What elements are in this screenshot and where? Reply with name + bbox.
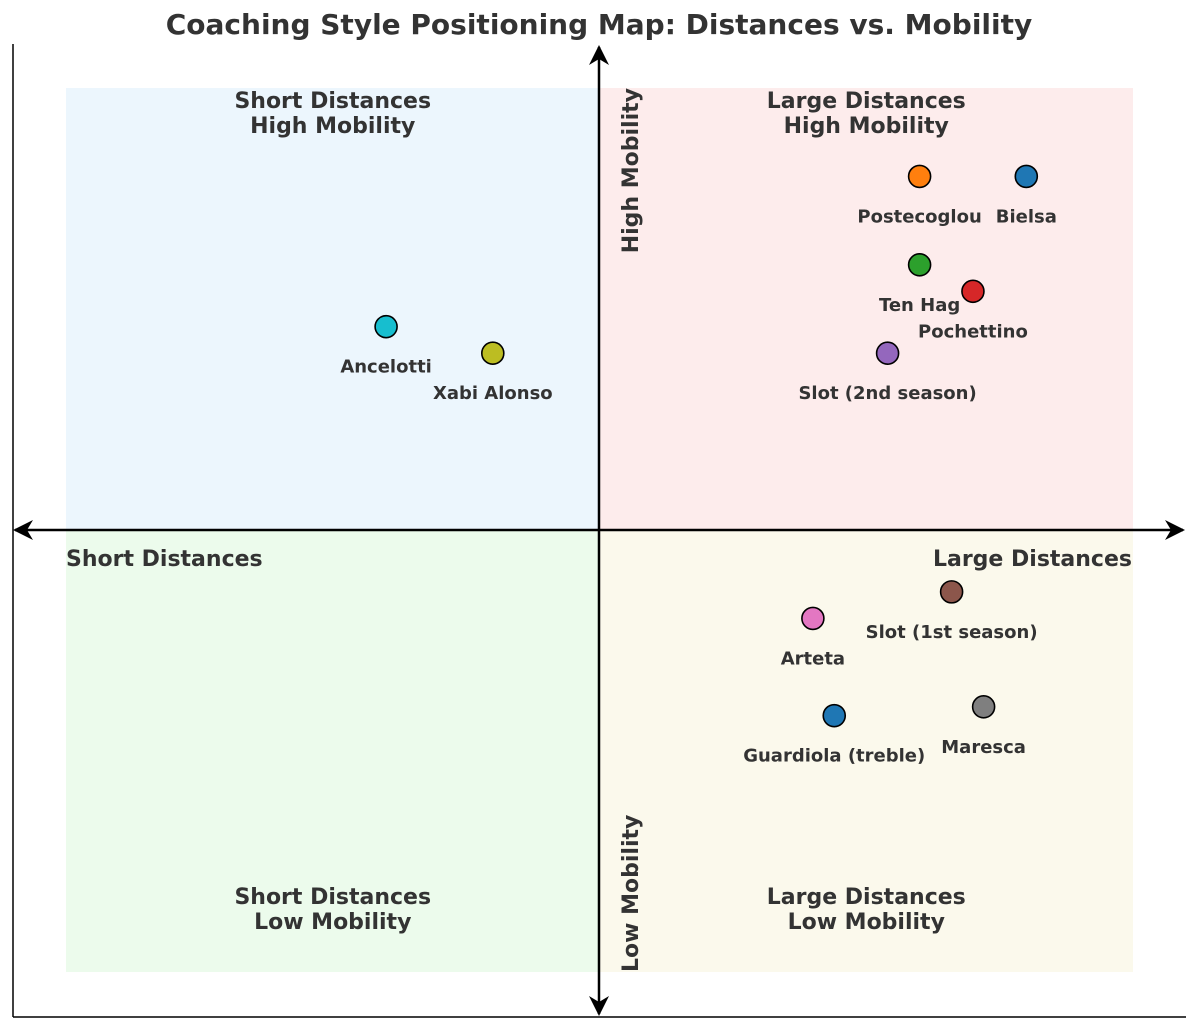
quadrant-bl-label-line1: Short Distances — [234, 885, 431, 910]
point-layer: Bielsa Postecoglou Ten Hag Pochettino Slot (… — [340, 164, 1057, 767]
point-xabi-alonso — [480, 341, 505, 366]
point-slot-1st-season — [939, 580, 964, 604]
point-label-slot-2nd-season: Slot (2nd season) — [798, 383, 976, 404]
point-slot-2nd-season — [875, 341, 900, 366]
quadrant-bl-label-line2: Low Mobility — [254, 910, 411, 935]
point-maresca — [971, 694, 996, 719]
quadrant-tl-label-line2: High Mobility — [250, 114, 415, 139]
point-label-ten-hag: Ten Hag — [879, 295, 960, 316]
point-label-arteta: Arteta — [781, 648, 845, 669]
x-axis-right-label: Large Distances — [933, 547, 1132, 572]
point-label-maresca: Maresca — [941, 737, 1026, 758]
quadrant-br-label-line1: Large Distances — [767, 885, 966, 910]
point-guardiola-treble — [822, 703, 847, 728]
point-label-slot-1st-season: Slot (1st season) — [866, 622, 1038, 643]
y-axis-bottom-label: Low Mobility — [619, 815, 644, 972]
quadrant-br-label-line2: Low Mobility — [788, 910, 945, 935]
point-bielsa — [1014, 164, 1039, 189]
point-label-postecoglou: Postecoglou — [857, 206, 981, 227]
quadrant-tr-label-line2: High Mobility — [784, 114, 949, 139]
point-label-xabi-alonso: Xabi Alonso — [433, 383, 553, 404]
quadrant-tl-label-line1: Short Distances — [234, 89, 431, 114]
point-label-bielsa: Bielsa — [996, 206, 1057, 227]
quadrant-tl-background — [66, 88, 600, 530]
point-ten-hag — [907, 252, 932, 277]
y-axis-top-label: High Mobility — [619, 88, 644, 253]
point-postecoglou — [907, 164, 932, 189]
point-label-pochettino: Pochettino — [918, 321, 1028, 342]
point-label-guardiola-treble: Guardiola (treble) — [743, 746, 925, 767]
x-axis-left-label: Short Distances — [66, 547, 263, 572]
point-ancelotti — [374, 314, 398, 339]
point-label-ancelotti: Ancelotti — [340, 357, 432, 378]
quadrant-tr-background — [599, 88, 1133, 530]
chart-title: Coaching Style Positioning Map: Distance… — [166, 8, 1033, 41]
point-pochettino — [961, 279, 985, 304]
quadrant-br-background — [599, 530, 1133, 972]
quadrant-tr-label-line1: Large Distances — [767, 89, 966, 114]
point-arteta — [801, 606, 825, 631]
quadrant-bl-background — [66, 530, 600, 972]
